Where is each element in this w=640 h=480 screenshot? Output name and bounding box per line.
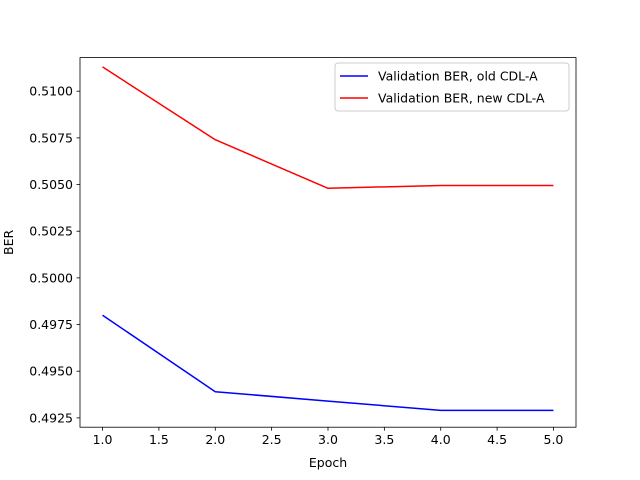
x-tick-label: 1.0	[93, 432, 113, 447]
y-tick-label: 0.4925	[29, 410, 73, 425]
plot-frame	[79, 57, 577, 428]
x-tick-label: 1.5	[149, 432, 169, 447]
x-ticks: 1.0 1.5 2.0 2.5 3.0 3.5 4.0 4.5 5.0	[93, 427, 564, 447]
x-tick-label: 4.0	[431, 432, 451, 447]
y-tick-label: 0.5100	[29, 84, 73, 99]
x-axis-label: Epoch	[309, 455, 347, 470]
y-tick-label: 0.4975	[29, 317, 73, 332]
x-tick-label: 4.5	[487, 432, 507, 447]
y-tick-label: 0.5050	[29, 177, 73, 192]
plot-background	[80, 57, 576, 428]
y-tick-label: 0.5000	[29, 270, 73, 285]
y-axis-label: BER	[1, 230, 16, 255]
series-line-1	[102, 314, 554, 412]
legend-label-1: Validation BER, old CDL-A	[378, 69, 538, 84]
legend-box	[334, 62, 570, 112]
legend: Validation BER, old CDL-A Validation BER,…	[334, 62, 570, 112]
y-ticks: 0.4925 0.4950 0.4975 0.5000 0.5025 0.5050 0.50…	[29, 84, 80, 425]
x-tick-label: 3.5	[374, 432, 394, 447]
x-tick-label: 2.0	[205, 432, 225, 447]
y-tick-label: 0.5075	[29, 130, 73, 145]
y-tick-label: 0.5025	[29, 224, 73, 239]
x-tick-label: 2.5	[262, 432, 282, 447]
series-layer	[102, 66, 554, 412]
y-tick-label: 0.4950	[29, 364, 73, 379]
x-tick-label: 5.0	[544, 432, 564, 447]
legend-label-2: Validation BER, new CDL-A	[378, 91, 545, 106]
series-line-2	[102, 66, 554, 190]
x-tick-label: 3.0	[318, 432, 338, 447]
